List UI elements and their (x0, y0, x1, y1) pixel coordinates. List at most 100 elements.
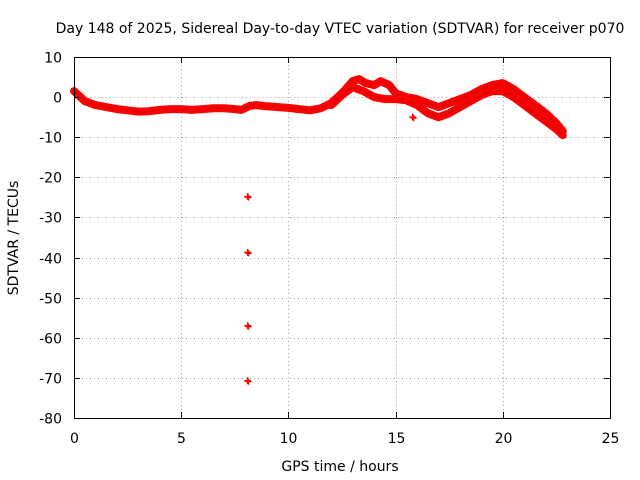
data-point-marker (349, 84, 356, 91)
x-tick-label: 0 (70, 431, 79, 447)
data-point-marker (81, 98, 88, 105)
data-point-marker (409, 113, 417, 121)
data-point-marker (446, 110, 453, 117)
data-point-marker (263, 103, 270, 110)
data-point-marker (244, 193, 252, 201)
data-point-marker (414, 96, 421, 103)
chart-title: Day 148 of 2025, Sidereal Day-to-day VTE… (56, 21, 625, 37)
data-point-marker (221, 105, 228, 112)
x-tick-label: 25 (602, 431, 620, 447)
y-tick-label: -30 (39, 211, 62, 227)
data-point-marker (435, 104, 442, 111)
x-tick-label: 15 (388, 431, 406, 447)
data-point-marker (478, 92, 485, 99)
data-point-marker (489, 88, 496, 95)
data-point-marker (356, 76, 363, 83)
data-point-marker (113, 106, 120, 113)
data-point-marker (296, 106, 303, 113)
data-point-marker (553, 126, 560, 133)
data-point-marker (274, 104, 281, 111)
y-tick-label: -80 (39, 412, 62, 428)
data-point-marker (317, 105, 324, 112)
data-point-marker (244, 377, 252, 385)
data-point-marker (542, 110, 549, 117)
x-axis-label: GPS time / hours (281, 459, 398, 475)
data-point-marker (167, 106, 174, 113)
data-point-marker (306, 107, 313, 114)
plot-frame (74, 57, 611, 419)
data-points (71, 76, 566, 385)
y-axis-label: SDTVAR / TECUs (6, 181, 22, 296)
data-point-marker (386, 82, 393, 89)
data-point-marker (146, 108, 153, 115)
data-point-marker (285, 104, 292, 111)
y-tick-label: -60 (39, 332, 62, 348)
data-point-marker (510, 94, 517, 101)
x-tick-label: 10 (280, 431, 298, 447)
data-point-marker (245, 194, 252, 201)
data-point-marker (424, 100, 431, 107)
data-point-marker (253, 102, 260, 109)
data-point-marker (435, 114, 442, 121)
x-axis-ticks: 0 5 10 15 20 25 (70, 57, 619, 447)
data-point-marker (553, 120, 560, 127)
y-tick-label: 10 (44, 51, 62, 67)
data-point-marker (510, 86, 517, 93)
data-point-marker (521, 102, 528, 109)
data-point-marker (92, 102, 99, 109)
y-axis-ticks: 10 0 -10 -20 -30 -40 -50 -60 -70 -80 (39, 51, 610, 428)
data-point-marker (499, 88, 506, 95)
y-tick-label: -70 (39, 372, 62, 388)
data-point-marker (446, 100, 453, 107)
data-point-marker (245, 250, 252, 257)
data-point-marker (403, 97, 410, 104)
x-tick-label: 20 (495, 431, 513, 447)
data-point-marker (392, 90, 399, 97)
data-point-marker (377, 78, 384, 85)
x-tick-label: 5 (177, 431, 186, 447)
data-point-marker (135, 108, 142, 115)
data-point-marker (199, 106, 206, 113)
data-point-marker (371, 82, 378, 89)
data-point-marker (499, 80, 506, 87)
data-point-marker (178, 106, 185, 113)
data-point-marker (360, 88, 367, 95)
y-tick-label: -20 (39, 171, 62, 187)
data-point-marker (371, 94, 378, 101)
data-point-marker (424, 110, 431, 117)
data-point-marker (188, 106, 195, 113)
data-point-marker (456, 96, 463, 103)
y-tick-label: -40 (39, 252, 62, 268)
data-point-marker (542, 118, 549, 125)
data-point-marker (467, 98, 474, 105)
data-point-marker (414, 102, 421, 109)
trace-band (327, 83, 567, 140)
data-point-marker (238, 106, 245, 113)
data-point-marker (339, 92, 345, 99)
data-point-marker (559, 132, 566, 139)
data-point-marker (349, 78, 356, 85)
data-point-marker (246, 102, 253, 109)
data-point-marker (531, 102, 538, 109)
data-point-marker (381, 96, 388, 103)
data-point-marker (478, 86, 485, 93)
data-point-marker (521, 94, 528, 101)
y-tick-label: 0 (53, 91, 62, 107)
y-tick-label: -10 (39, 131, 62, 147)
data-point-marker (231, 106, 238, 113)
y-tick-label: -50 (39, 292, 62, 308)
data-point-marker (245, 323, 252, 330)
data-point-marker (489, 82, 496, 89)
data-point-marker (245, 378, 252, 385)
data-point-marker (210, 105, 217, 112)
data-traces (70, 75, 567, 140)
data-point-marker (103, 104, 110, 111)
data-point-marker (410, 115, 417, 122)
data-point-marker (156, 106, 163, 113)
data-point-marker (456, 104, 463, 111)
data-point-marker (531, 110, 538, 117)
data-point-marker (124, 107, 131, 114)
data-point-marker (467, 92, 474, 99)
data-point-marker (328, 102, 335, 109)
